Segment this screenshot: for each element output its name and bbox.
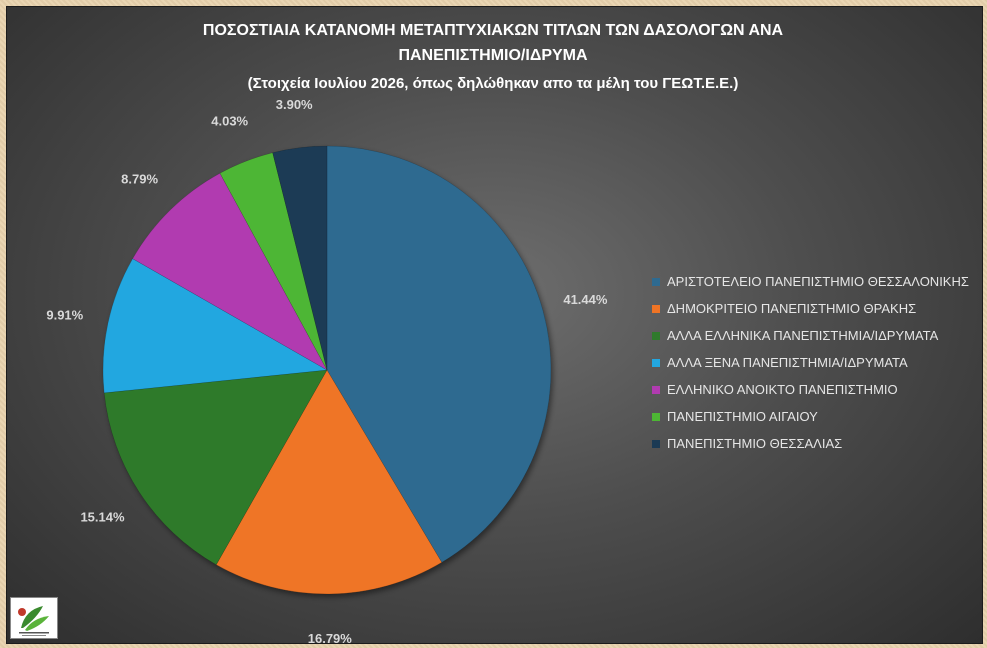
chart-title-line-1: ΠΟΣΟΣΤΙΑΙΑ ΚΑΤΑΝΟΜΗ ΜΕΤΑΠΤΥΧΙΑΚΩΝ ΤΙΤΛΩΝ… xyxy=(203,22,784,39)
legend: ΑΡΙΣΤΟΤΕΛΕΙΟ ΠΑΝΕΠΙΣΤΗΜΙΟ ΘΕΣΣΑΛΟΝΙΚΗΣ ΔΗ… xyxy=(652,274,969,451)
legend-swatch-3 xyxy=(652,332,660,340)
legend-label-5: ΕΛΛΗΝΙΚΟ ΑΝΟΙΚΤΟ ΠΑΝΕΠΙΣΤΗΜΙΟ xyxy=(667,382,898,397)
pie-slice-label-7: 3.90% xyxy=(276,97,313,112)
geotee-logo xyxy=(10,597,58,639)
legend-label-6: ΠΑΝΕΠΙΣΤΗΜΙΟ ΑΙΓΑΙΟΥ xyxy=(667,409,818,424)
legend-label-4: ΑΛΛΑ ΞΕΝΑ ΠΑΝΕΠΙΣΤΗΜΙΑ/ΙΔΡΥΜΑΤΑ xyxy=(667,355,908,370)
legend-label-2: ΔΗΜΟΚΡΙΤΕΙΟ ΠΑΝΕΠΙΣΤΗΜΙΟ ΘΡΑΚΗΣ xyxy=(667,301,916,316)
pie-slices xyxy=(102,145,552,595)
chart-title-line-2: ΠΑΝΕΠΙΣΤΗΜΙΟ/ΙΔΡΥΜΑ xyxy=(398,47,588,64)
pie-slice-2 xyxy=(215,369,443,595)
legend-swatch-4 xyxy=(652,359,660,367)
pie-slice-label-6: 4.03% xyxy=(211,113,248,128)
geotee-leaf-logo-icon xyxy=(18,606,49,636)
pie-slice-3 xyxy=(103,369,328,566)
pie-slice-label-4: 9.91% xyxy=(46,307,83,322)
legend-label-7: ΠΑΝΕΠΙΣΤΗΜΙΟ ΘΕΣΣΑΛΙΑΣ xyxy=(667,436,842,451)
pie-slice-label-5: 8.79% xyxy=(121,171,158,186)
pie-slice-4 xyxy=(102,258,328,394)
legend-swatch-1 xyxy=(652,278,660,286)
legend-label-3: ΑΛΛΑ ΕΛΛΗΝΙΚΑ ΠΑΝΕΠΙΣΤΗΜΙΑ/ΙΔΡΥΜΑΤΑ xyxy=(667,328,939,343)
chart-subtitle: (Στοιχεία Ιουλίου 2026, όπως δηλώθηκαν α… xyxy=(248,75,739,92)
pie-slice-label-1: 41.44% xyxy=(563,292,608,307)
legend-swatch-6 xyxy=(652,413,660,421)
legend-label-1: ΑΡΙΣΤΟΤΕΛΕΙΟ ΠΑΝΕΠΙΣΤΗΜΙΟ ΘΕΣΣΑΛΟΝΙΚΗΣ xyxy=(667,274,969,289)
legend-swatch-2 xyxy=(652,305,660,313)
pie-slice-label-3: 15.14% xyxy=(80,509,125,524)
legend-swatch-7 xyxy=(652,440,660,448)
pie-percentage-labels: 41.44% 16.79% 15.14% 9.91% 8.79% 4.03% 3.90% xyxy=(46,97,608,646)
pie-slice-5 xyxy=(132,172,328,371)
pie-slice-1 xyxy=(326,145,552,563)
pie-slice-7 xyxy=(272,145,328,371)
legend-swatch-5 xyxy=(652,386,660,394)
pie-slice-label-2: 16.79% xyxy=(308,631,353,646)
